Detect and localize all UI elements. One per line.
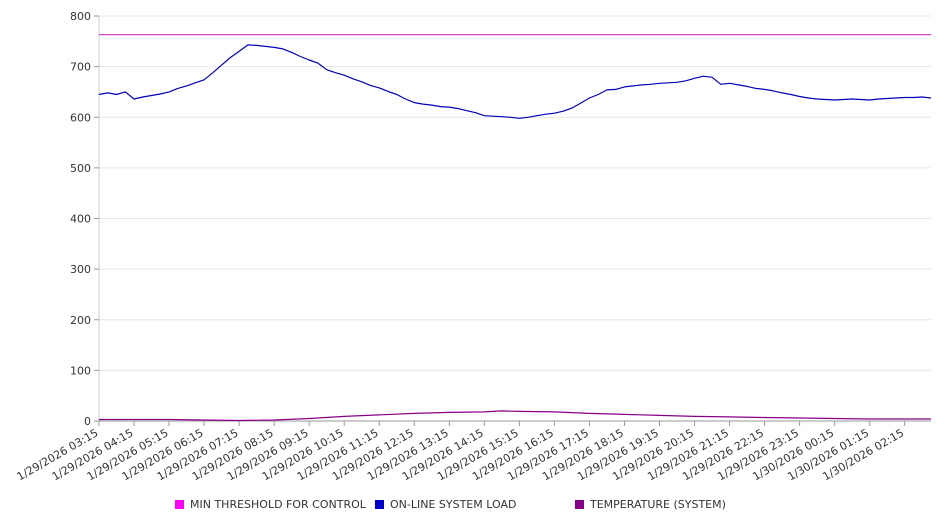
legend-label-temperature: TEMPERATURE (SYSTEM) (590, 498, 726, 511)
legend: MIN THRESHOLD FOR CONTROL ON-LINE SYSTEM… (0, 498, 946, 514)
legend-item-temperature[interactable]: TEMPERATURE (SYSTEM) (575, 498, 726, 511)
y-tick-label-0: 0 (84, 415, 91, 428)
series-line-temperature (99, 410, 931, 422)
legend-swatch-min-threshold (175, 500, 184, 509)
legend-swatch-system-load (375, 500, 384, 509)
y-tick-label-600: 600 (70, 111, 91, 124)
y-axis-ticks: 0 100 200 300 400 500 600 700 800 (70, 10, 99, 428)
y-tick-label-300: 300 (70, 263, 91, 276)
legend-item-system-load[interactable]: ON-LINE SYSTEM LOAD (375, 498, 516, 511)
legend-label-min-threshold: MIN THRESHOLD FOR CONTROL (190, 498, 366, 511)
y-tick-label-200: 200 (70, 314, 91, 327)
series-lines (98, 34, 932, 422)
y-tick-label-800: 800 (70, 10, 91, 23)
legend-swatch-temperature (575, 500, 584, 509)
legend-label-system-load: ON-LINE SYSTEM LOAD (390, 498, 517, 511)
x-axis-ticks: 1/29/2026 03:151/29/2026 04:151/29/2026 … (15, 421, 906, 483)
y-tick-label-100: 100 (70, 364, 91, 377)
legend-item-min-threshold[interactable]: MIN THRESHOLD FOR CONTROL (175, 498, 366, 511)
series-line-system-load (98, 44, 932, 119)
y-tick-label-700: 700 (70, 61, 91, 74)
y-tick-label-500: 500 (70, 162, 91, 175)
grid (99, 15, 931, 422)
y-tick-label-400: 400 (70, 213, 91, 226)
